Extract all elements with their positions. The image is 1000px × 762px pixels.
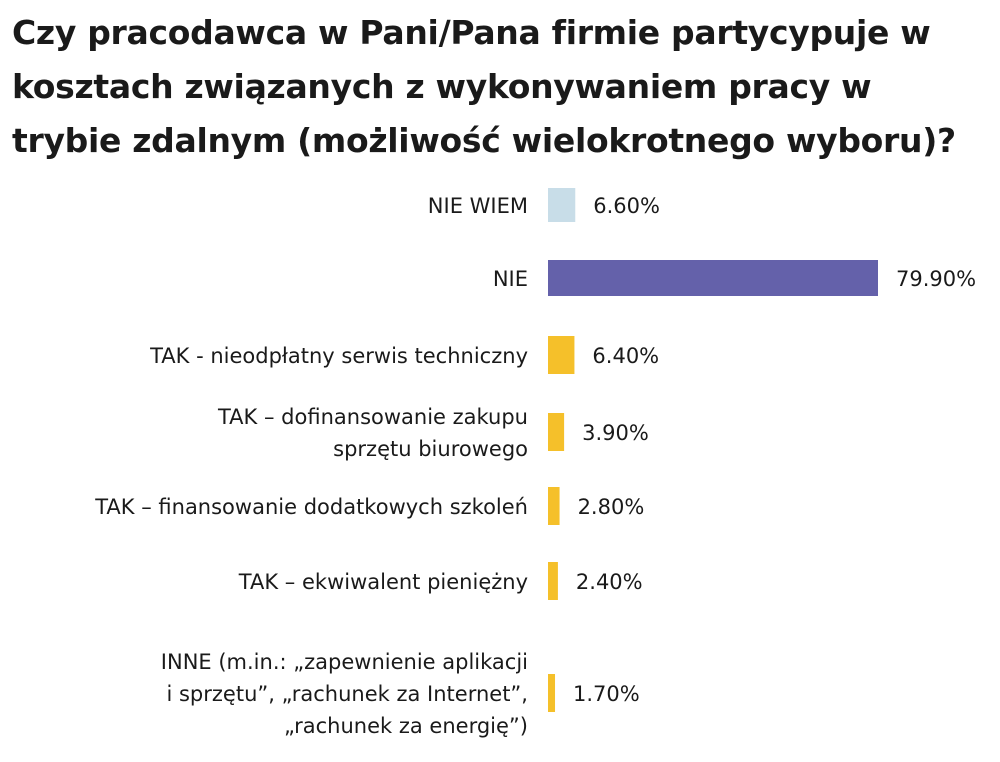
value-label-5: 2.40%: [576, 570, 643, 594]
value-label-1: 79.90%: [896, 267, 976, 291]
category-label-1: NIE: [493, 267, 528, 291]
bar-6: [548, 674, 556, 712]
value-label-2: 6.40%: [592, 344, 659, 368]
value-label-4: 2.80%: [578, 495, 645, 519]
value-label-3: 3.90%: [582, 421, 649, 445]
bar-4: [548, 487, 560, 525]
value-label-0: 6.60%: [593, 194, 660, 218]
category-label-3: TAK – dofinansowanie zakupu sprzętu biuro…: [217, 405, 528, 461]
bar-1: [548, 260, 878, 296]
bar-3: [548, 413, 565, 451]
chart-title: Czy pracodawca w Pani/Pana firmie partyc…: [12, 13, 956, 160]
category-label-4: TAK – finansowanie dodatkowych szkoleń: [94, 495, 528, 519]
bar-0: [548, 188, 576, 222]
bar-5: [548, 562, 558, 600]
category-label-0: NIE WIEM: [428, 194, 528, 218]
category-label-6: INNE (m.in.: „zapewnienie aplikacji i spr…: [161, 650, 528, 738]
category-label-5: TAK – ekwiwalent pieniężny: [238, 570, 528, 594]
bar-2: [548, 336, 575, 374]
category-label-2: TAK - nieodpłatny serwis techniczny: [149, 344, 528, 368]
value-label-6: 1.70%: [573, 682, 640, 706]
